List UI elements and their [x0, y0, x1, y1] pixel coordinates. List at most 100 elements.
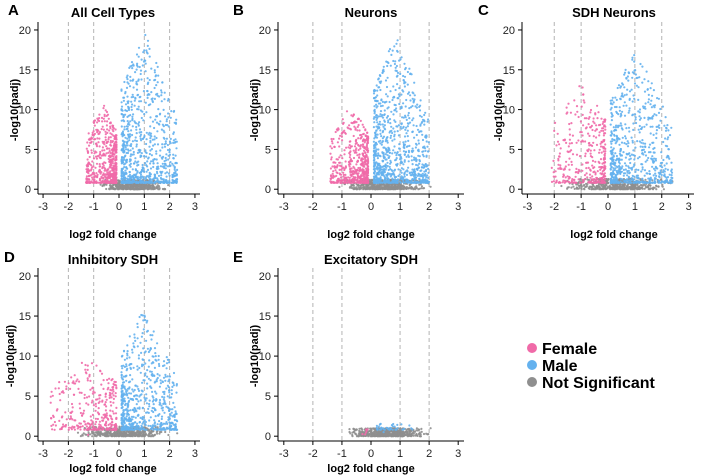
panel-b-point	[410, 155, 413, 158]
panel-a-point	[155, 150, 158, 153]
panel-a-point	[107, 157, 110, 160]
panel-a-point	[106, 128, 109, 131]
panel-b-point	[424, 163, 427, 166]
panel-b-point	[425, 136, 428, 139]
panel-a-point	[120, 149, 123, 152]
panel-b-point	[412, 92, 415, 95]
panel-c-point	[555, 144, 558, 147]
panel-c-point	[632, 184, 636, 187]
panel-a-point	[88, 155, 91, 159]
panel-c-point	[568, 181, 571, 184]
panel-a-point	[114, 185, 117, 188]
panel-b-point	[359, 147, 362, 150]
panel-a-y-tick-label: 20	[19, 25, 31, 37]
panel-a-point	[145, 49, 148, 52]
panel-a-point	[85, 175, 88, 178]
panel-b-point	[383, 168, 386, 171]
panel-c-point	[566, 186, 569, 189]
panel-b-x-tick-label: -3	[279, 201, 289, 213]
panel-a-point	[145, 180, 148, 183]
panel-b-point	[330, 140, 334, 143]
panel-c-point	[574, 175, 577, 178]
panel-b-point	[344, 166, 347, 169]
panel-a-point	[109, 144, 113, 147]
panel-a-point	[142, 181, 145, 184]
panel-b-point	[340, 132, 343, 135]
panel-b-point	[420, 187, 423, 190]
panel-b-point	[404, 114, 407, 117]
panel-b-point	[331, 172, 334, 175]
panel-a-point	[144, 62, 147, 65]
panel-a-point	[153, 69, 156, 72]
panel-a-point	[102, 117, 105, 120]
panel-a-point	[142, 119, 145, 122]
panel-b-point	[423, 123, 426, 126]
panel-b-point	[378, 126, 381, 129]
panel-a-point	[172, 141, 175, 144]
panel-b-point	[376, 121, 379, 124]
panel-c-point	[587, 166, 590, 169]
panel-a-point	[126, 115, 129, 118]
panel-b-point	[397, 134, 400, 137]
panel-b-point	[387, 119, 390, 122]
panel-b-point	[393, 145, 396, 148]
panel-b-point	[388, 165, 391, 168]
panel-a-point	[158, 188, 161, 191]
panel-a-point	[137, 149, 140, 152]
panel-b-point	[391, 98, 394, 102]
panel-a-point	[106, 113, 110, 116]
panel-c-point	[665, 162, 668, 165]
panel-c-x-axis-label: log2 fold change	[570, 229, 657, 241]
panel-c-point	[587, 117, 590, 120]
panel-a-point	[90, 180, 93, 183]
panel-b-point	[383, 101, 386, 104]
panel-c-point	[597, 185, 601, 188]
panel-a-point	[161, 143, 164, 146]
panel-a-point	[129, 181, 132, 184]
panel-a-point	[153, 71, 156, 74]
panel-b-point	[340, 135, 343, 138]
panel-b-point	[361, 123, 364, 126]
panel-a-point	[137, 55, 140, 58]
panel-a-point	[108, 150, 111, 153]
panel-a-point	[151, 120, 155, 123]
panel-a-point	[165, 171, 169, 174]
panel-c-point	[598, 151, 601, 154]
panel-b-point	[374, 146, 377, 149]
panel-c-point	[634, 118, 637, 121]
panel-b-point	[341, 157, 344, 160]
panel-a-point	[126, 74, 129, 77]
panel-a-point	[95, 151, 98, 154]
panel-b-point	[393, 103, 396, 106]
panel-b-point	[412, 99, 415, 102]
panel-c-point	[570, 142, 574, 145]
panel-b-point	[372, 126, 375, 129]
panel-b-point	[347, 146, 350, 149]
panel-b-point	[373, 158, 376, 161]
panel-a-point	[114, 167, 118, 170]
panel-a-point	[163, 98, 166, 101]
panel-b-point	[375, 136, 379, 139]
panel-c-point	[624, 156, 628, 159]
panel-a-point	[126, 187, 129, 190]
panel-c-point	[582, 124, 585, 127]
panel-b-point	[394, 159, 397, 162]
panel-b-point	[392, 85, 395, 88]
panel-b-point	[375, 118, 378, 121]
panel-b-y-tick-label: 0	[265, 184, 271, 196]
panel-b-point	[393, 138, 396, 141]
panel-a-point	[150, 181, 153, 184]
panel-a-point	[134, 71, 137, 74]
panel-a-point	[152, 165, 155, 169]
panel-b-point	[373, 110, 376, 113]
panel-b-point	[355, 163, 358, 166]
panel-a-point	[89, 169, 92, 172]
panel-b-point	[348, 144, 351, 147]
panel-a-point	[109, 136, 112, 139]
panel-a-point	[94, 142, 98, 145]
panel-c-point	[619, 187, 622, 190]
panel-c-point	[604, 181, 607, 184]
panel-b-point	[420, 185, 424, 188]
panel-a-point	[156, 65, 159, 68]
panel-b-point	[377, 78, 380, 81]
